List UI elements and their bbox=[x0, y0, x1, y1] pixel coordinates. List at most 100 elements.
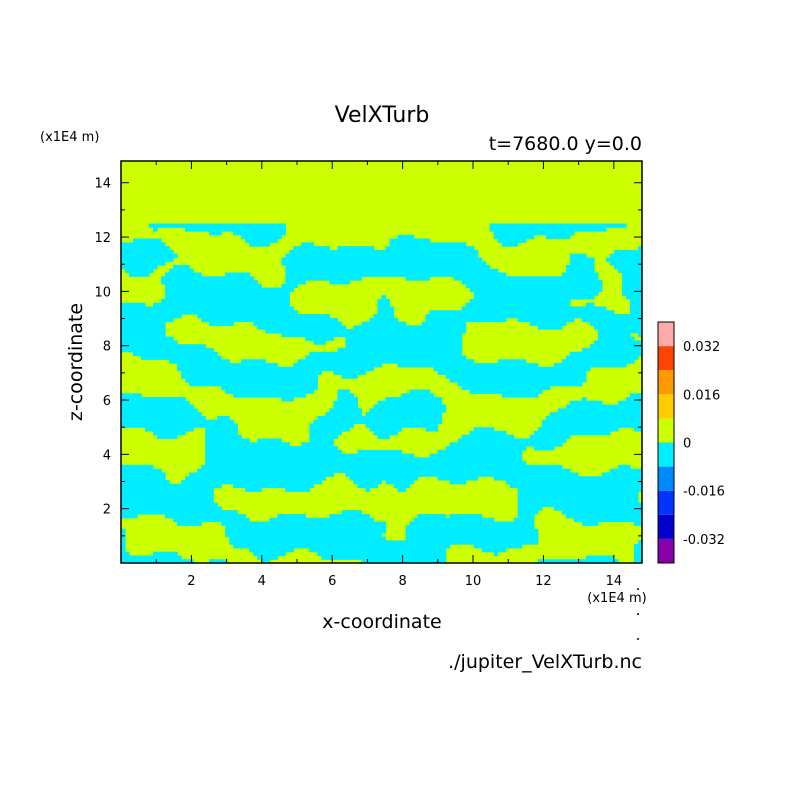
negative-velocity-cell bbox=[493, 231, 575, 236]
negative-velocity-cell bbox=[197, 468, 571, 474]
negative-velocity-cell bbox=[473, 427, 495, 432]
negative-velocity-cell bbox=[405, 536, 539, 541]
negative-velocity-cell bbox=[633, 551, 642, 557]
negative-velocity-cell bbox=[233, 393, 306, 398]
negative-velocity-cell bbox=[245, 238, 278, 243]
negative-velocity-cell bbox=[121, 302, 146, 308]
negative-velocity-cell bbox=[121, 242, 166, 247]
negative-velocity-cell bbox=[121, 257, 174, 262]
negative-velocity-cell bbox=[445, 446, 527, 451]
negative-velocity-cell bbox=[289, 249, 479, 255]
negative-velocity-cell bbox=[493, 234, 535, 240]
negative-velocity-cell bbox=[537, 427, 619, 432]
negative-velocity-cell bbox=[241, 359, 266, 364]
negative-velocity-cell bbox=[209, 559, 226, 563]
negative-velocity-cell bbox=[225, 272, 250, 277]
negative-velocity-cell bbox=[249, 242, 270, 247]
negative-velocity-cell bbox=[517, 317, 575, 323]
negative-velocity-cell bbox=[121, 397, 186, 402]
negative-velocity-cell bbox=[161, 276, 254, 281]
negative-velocity-cell bbox=[121, 400, 190, 406]
negative-velocity-cell bbox=[353, 325, 467, 330]
negative-velocity-cell bbox=[181, 370, 322, 375]
negative-velocity-cell bbox=[513, 517, 535, 523]
negative-velocity-cell bbox=[205, 446, 339, 451]
negative-velocity-cell bbox=[393, 483, 411, 489]
negative-velocity-cell bbox=[405, 276, 431, 281]
negative-velocity-cell bbox=[365, 412, 443, 417]
negative-velocity-cell bbox=[637, 246, 642, 251]
negative-velocity-cell bbox=[205, 457, 523, 462]
y-tick-label: 6 bbox=[103, 394, 111, 409]
negative-velocity-cell bbox=[121, 314, 182, 319]
negative-velocity-cell bbox=[345, 336, 463, 342]
negative-velocity-cell bbox=[309, 351, 463, 357]
negative-velocity-cell bbox=[205, 438, 250, 443]
x-tick-label: 2 bbox=[187, 574, 195, 589]
negative-velocity-cell bbox=[121, 246, 170, 251]
negative-velocity-cell bbox=[121, 306, 294, 311]
negative-velocity-cell bbox=[553, 363, 627, 368]
negative-velocity-cell bbox=[397, 487, 407, 492]
negative-velocity-cell bbox=[121, 261, 166, 266]
negative-velocity-cell bbox=[625, 397, 642, 402]
negative-velocity-cell bbox=[549, 412, 642, 417]
negative-velocity-cell bbox=[421, 321, 467, 326]
negative-velocity-cell bbox=[385, 397, 443, 402]
negative-velocity-cell bbox=[161, 280, 258, 285]
negative-velocity-cell bbox=[257, 438, 282, 443]
x-tick-label: 8 bbox=[398, 574, 406, 589]
negative-velocity-cell bbox=[445, 374, 587, 379]
negative-velocity-cell bbox=[365, 423, 439, 428]
negative-velocity-cell bbox=[473, 291, 599, 296]
negative-velocity-cell bbox=[177, 366, 375, 372]
negative-velocity-cell bbox=[153, 430, 186, 436]
x-axis: 2 4 6 8 10 12 14 bbox=[155, 161, 622, 589]
colorbar-tick-label: 0.032 bbox=[683, 340, 720, 355]
negative-velocity-cell bbox=[545, 415, 642, 421]
x-tick-label: 10 bbox=[465, 574, 482, 589]
negative-velocity-cell bbox=[337, 246, 375, 251]
negative-velocity-cell bbox=[285, 276, 363, 281]
negative-velocity-cell bbox=[353, 480, 383, 485]
negative-velocity-cell bbox=[425, 427, 439, 432]
chart-subtitle: t=7680.0 y=0.0 bbox=[489, 133, 642, 155]
negative-velocity-cell bbox=[225, 525, 387, 530]
negative-velocity-cell bbox=[501, 393, 539, 398]
negative-velocity-cell bbox=[285, 253, 479, 259]
negative-velocity-cell bbox=[185, 227, 286, 232]
negative-velocity-cell bbox=[133, 238, 162, 243]
colorbar-segment bbox=[658, 370, 674, 395]
decorative-dots bbox=[637, 588, 639, 640]
negative-velocity-cell bbox=[369, 427, 403, 432]
negative-velocity-cell bbox=[621, 272, 642, 277]
negative-velocity-cell bbox=[409, 389, 431, 394]
negative-velocity-cell bbox=[381, 295, 387, 300]
negative-velocity-cell bbox=[285, 280, 306, 285]
negative-velocity-cell bbox=[205, 461, 527, 466]
chart-title: VelXTurb bbox=[335, 103, 430, 128]
negative-velocity-cell bbox=[541, 419, 642, 425]
negative-velocity-cell bbox=[389, 242, 467, 247]
negative-velocity-cell bbox=[333, 370, 367, 375]
negative-velocity-cell bbox=[561, 272, 599, 277]
negative-velocity-cell bbox=[337, 397, 359, 402]
negative-velocity-cell bbox=[221, 385, 318, 391]
negative-velocity-cell bbox=[433, 366, 591, 372]
negative-velocity-cell bbox=[205, 442, 290, 447]
negative-velocity-cell bbox=[537, 325, 563, 330]
negative-velocity-cell bbox=[633, 521, 642, 526]
negative-velocity-cell bbox=[349, 476, 419, 481]
negative-velocity-cell bbox=[341, 510, 363, 515]
negative-velocity-cell bbox=[497, 238, 527, 243]
negative-velocity-cell bbox=[385, 480, 415, 485]
negative-velocity-cell bbox=[589, 344, 642, 349]
negative-velocity-cell bbox=[461, 280, 603, 285]
negative-velocity-cell bbox=[369, 408, 447, 413]
negative-velocity-cell bbox=[413, 517, 495, 523]
turbulence-field bbox=[121, 223, 642, 563]
negative-velocity-cell bbox=[333, 404, 359, 409]
colorbar-segment bbox=[658, 346, 674, 371]
negative-velocity-cell bbox=[633, 427, 642, 432]
